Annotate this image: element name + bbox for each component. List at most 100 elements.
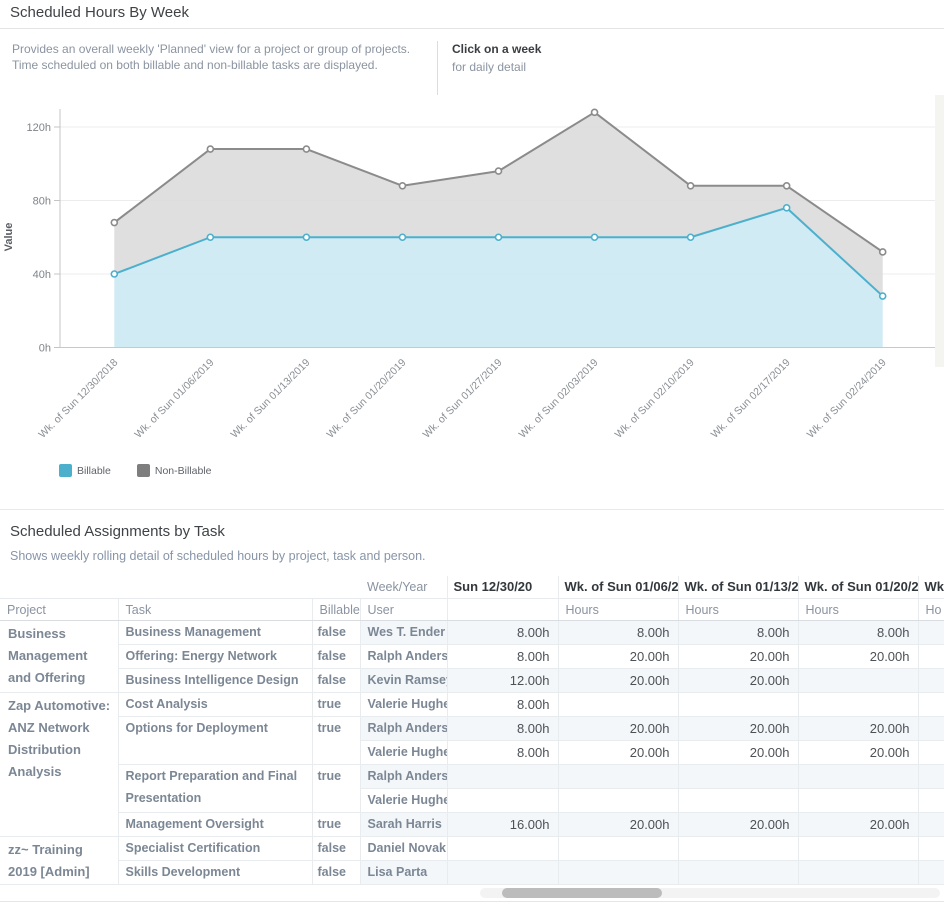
billable-cell: false bbox=[311, 620, 360, 645]
legend-item-non-billable[interactable]: Non-Billable bbox=[136, 464, 212, 477]
data-point[interactable] bbox=[206, 145, 215, 153]
task-cell: Options for Deployment bbox=[117, 716, 312, 765]
hours-column-header bbox=[446, 598, 558, 621]
week-column-header: Wk bbox=[917, 576, 944, 599]
week-column-header: Wk. of Sun 01/20/20 bbox=[797, 576, 918, 599]
billable-cell: true bbox=[311, 764, 360, 813]
widget-title: Scheduled Hours By Week bbox=[0, 0, 944, 29]
hours-cell: 8.00h bbox=[557, 620, 678, 645]
hours-cell bbox=[917, 812, 944, 837]
hours-cell bbox=[917, 764, 944, 789]
hours-cell: 8.00h bbox=[446, 740, 558, 765]
horizontal-scrollbar-thumb[interactable] bbox=[502, 887, 662, 898]
hours-cell bbox=[917, 620, 944, 645]
data-point[interactable] bbox=[494, 233, 503, 242]
hours-cell: 20.00h bbox=[557, 716, 678, 741]
hours-cell bbox=[917, 668, 944, 693]
user-cell: Ralph Anderson bbox=[359, 716, 447, 741]
week-column-header: Sun 12/30/20 bbox=[446, 576, 558, 599]
hours-cell bbox=[797, 788, 918, 813]
hours-cell bbox=[797, 668, 918, 693]
data-point[interactable] bbox=[302, 233, 311, 242]
data-point[interactable] bbox=[590, 108, 599, 117]
data-point[interactable] bbox=[110, 218, 119, 227]
horizontal-scrollbar-track[interactable] bbox=[480, 887, 940, 898]
hours-cell: 20.00h bbox=[797, 644, 918, 669]
data-point[interactable] bbox=[782, 182, 791, 190]
data-point[interactable] bbox=[686, 182, 695, 190]
data-point[interactable] bbox=[878, 248, 887, 256]
hours-column-header: Hours bbox=[677, 598, 798, 621]
data-point[interactable] bbox=[494, 167, 503, 175]
hours-cell bbox=[797, 764, 918, 789]
user-cell: Daniel Novak bbox=[359, 836, 447, 861]
week-header-row: Week/Year Sun 12/30/20 Wk. of Sun 01/06/20… bbox=[0, 576, 944, 599]
widget-description-row: Provides an overall weekly 'Planned' vie… bbox=[0, 29, 944, 95]
scheduled-hours-widget: Scheduled Hours By Week Provides an over… bbox=[0, 0, 944, 477]
hours-cell bbox=[677, 788, 798, 813]
project-column-header: Project bbox=[0, 598, 118, 621]
non-billable-swatch-icon bbox=[136, 464, 150, 477]
chart-legend: Billable Non-Billable bbox=[0, 464, 944, 477]
data-point[interactable] bbox=[206, 233, 215, 242]
hours-cell: 8.00h bbox=[446, 644, 558, 669]
x-axis-label: Wk. of Sun 01/13/2019 bbox=[228, 357, 312, 441]
project-cell: zz~ Training 2019 [Admin] bbox=[0, 836, 118, 885]
assignments-subtitle: Shows weekly rolling detail of scheduled… bbox=[10, 549, 426, 563]
data-point[interactable] bbox=[782, 204, 791, 212]
data-point[interactable] bbox=[302, 145, 311, 153]
user-cell: Sarah Harris bbox=[359, 812, 447, 837]
task-cell: Business Management bbox=[117, 620, 312, 645]
hours-cell: 20.00h bbox=[557, 740, 678, 765]
x-axis-label: Wk. of Sun 02/24/2019 bbox=[805, 357, 889, 441]
hours-cell bbox=[917, 692, 944, 717]
y-tick-label: 40h bbox=[33, 269, 51, 281]
data-point[interactable] bbox=[398, 182, 407, 190]
x-axis-label: Wk. of Sun 01/06/2019 bbox=[132, 357, 216, 441]
task-cell: Offering: Energy Network Distrib bbox=[117, 644, 312, 669]
hours-cell bbox=[446, 860, 558, 885]
assignments-title: Scheduled Assignments by Task bbox=[10, 523, 225, 540]
table-row: Business Management and Offering Business… bbox=[0, 620, 944, 693]
data-point[interactable] bbox=[878, 292, 887, 300]
data-point[interactable] bbox=[686, 233, 695, 242]
data-point[interactable] bbox=[110, 270, 119, 278]
data-point[interactable] bbox=[590, 233, 599, 242]
assignments-table-wrap: Week/Year Sun 12/30/20 Wk. of Sun 01/06/20… bbox=[0, 576, 944, 902]
table-row: Valerie Hughes bbox=[0, 788, 944, 813]
y-tick-label: 0h bbox=[39, 343, 51, 355]
hours-column-header: Hours bbox=[797, 598, 918, 621]
y-tick-label: 120h bbox=[27, 122, 51, 134]
project-cell: Zap Automotive: ANZ Network Distribution… bbox=[0, 692, 118, 837]
user-cell: Kevin Ramsey bbox=[359, 668, 447, 693]
week-column-header: Wk. of Sun 01/06/20 bbox=[557, 576, 678, 599]
hours-cell bbox=[677, 764, 798, 789]
hours-cell bbox=[797, 692, 918, 717]
description-divider bbox=[437, 41, 438, 95]
legend-label: Billable bbox=[77, 464, 111, 477]
hours-cell: 20.00h bbox=[557, 812, 678, 837]
table-row: Report Preparation and Final Presentatio… bbox=[0, 764, 944, 813]
billable-swatch-icon bbox=[59, 464, 72, 477]
hours-cell: 20.00h bbox=[797, 812, 918, 837]
legend-item-billable[interactable]: Billable bbox=[59, 464, 111, 477]
legend-label: Non-Billable bbox=[154, 464, 212, 477]
billable-cell: true bbox=[311, 692, 360, 717]
data-point[interactable] bbox=[398, 233, 407, 242]
hours-cell bbox=[917, 716, 944, 741]
user-cell: Ralph Anderson bbox=[359, 764, 447, 789]
hours-cell bbox=[557, 836, 678, 861]
hours-cell: 20.00h bbox=[797, 740, 918, 765]
week-column-header: Wk. of Sun 01/13/20 bbox=[677, 576, 798, 599]
hours-cell: 20.00h bbox=[677, 644, 798, 669]
billable-column-header: Billable bbox=[311, 598, 360, 621]
hours-cell bbox=[797, 860, 918, 885]
page-gutter bbox=[935, 95, 944, 367]
billable-cell: false bbox=[311, 668, 360, 693]
task-cell: Management Oversight bbox=[117, 812, 312, 837]
x-axis-label: Wk. of Sun 01/27/2019 bbox=[421, 357, 505, 441]
table-bottom-border bbox=[0, 900, 944, 902]
